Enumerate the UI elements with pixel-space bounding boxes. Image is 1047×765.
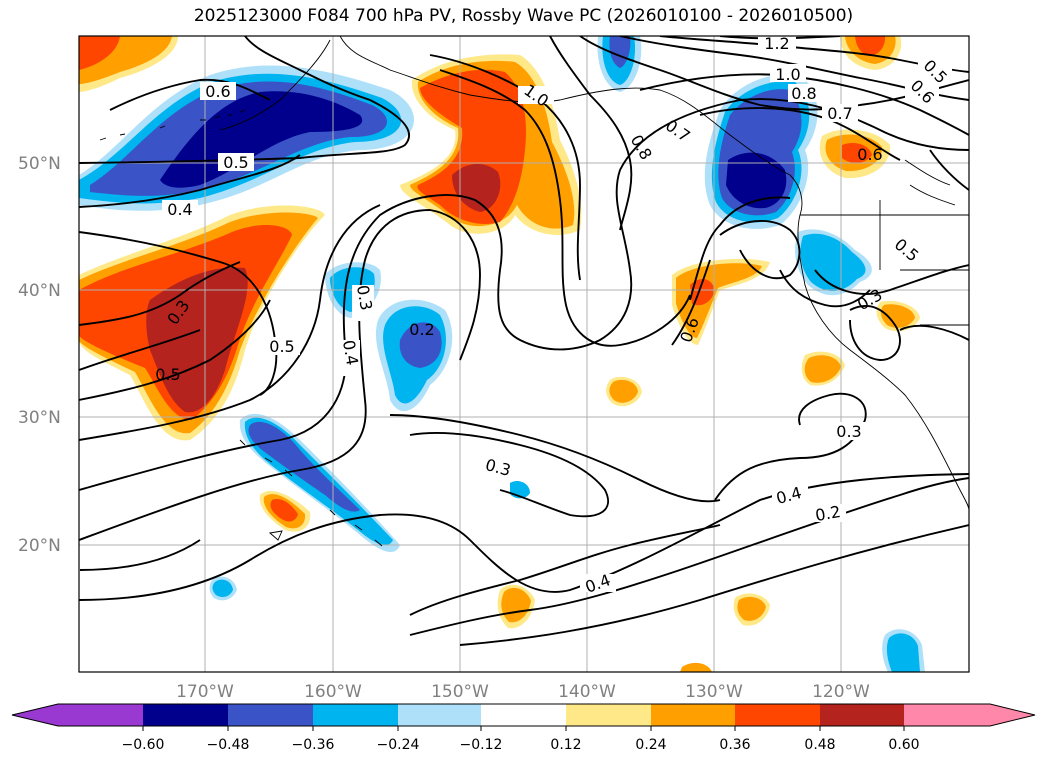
colorbar-swatch	[228, 704, 313, 726]
colorbar-swatch	[313, 704, 398, 726]
contour-label: 0.8	[627, 131, 656, 163]
colorbar-tick-label: −0.60	[122, 737, 165, 753]
contour-label: 0.2	[409, 320, 434, 339]
colorbar-swatch	[143, 704, 228, 726]
contour-label: 0.6	[857, 145, 882, 164]
colorbar-tick-label: −0.24	[377, 737, 420, 753]
contour-label: 0.5	[155, 365, 180, 384]
contour-label: 1.2	[764, 34, 789, 53]
colorbar-tick-label: 0.36	[719, 737, 750, 753]
contour-label: 0.7	[662, 116, 694, 146]
contour-label: 0.8	[791, 84, 816, 103]
colorbar-swatch	[566, 704, 651, 726]
figure-title: 2025123000 F084 700 hPa PV, Rossby Wave …	[193, 6, 854, 26]
positive-anomaly-central	[79, 205, 325, 441]
latitude-labels: 50°N 40°N 30°N 20°N	[18, 154, 61, 556]
contour-label: 0.4	[167, 200, 192, 219]
colorbar-extend-low	[12, 704, 143, 726]
lat-label: 40°N	[18, 281, 61, 301]
contour-label: 0.5	[223, 153, 248, 172]
contour-label: 0.7	[827, 104, 852, 123]
colorbar-outline	[11, 703, 1036, 727]
lon-label: 140°W	[558, 682, 616, 702]
minor-anomaly-blobs	[79, 36, 925, 672]
colorbar-tick-label: 0.12	[550, 737, 581, 753]
positive-anomaly-gulf	[400, 54, 582, 235]
graticule	[79, 36, 969, 672]
lon-label: 150°W	[431, 682, 489, 702]
colorbar-swatch	[398, 704, 481, 726]
contour-label: 0.5	[269, 337, 294, 356]
longitude-labels: 170°W 160°W 150°W 140°W 130°W 120°W	[176, 682, 870, 702]
lat-label: 20°N	[18, 536, 61, 556]
shaded-anomaly-layer	[79, 36, 925, 672]
lon-label: 120°W	[812, 682, 870, 702]
map-frame	[78, 35, 970, 673]
colorbar-tick-label: −0.48	[207, 737, 250, 753]
lat-label: 50°N	[18, 154, 61, 174]
colorbar-tick-label: 0.60	[888, 737, 919, 753]
colorbar-swatch	[481, 704, 566, 726]
negative-anomaly-bc	[704, 74, 818, 229]
contour-label: 0.2	[814, 502, 842, 525]
lat-label: 30°N	[18, 408, 61, 428]
contour-label: 1.0	[775, 65, 800, 84]
colorbar-tick-label: −0.12	[460, 737, 503, 753]
negative-anomaly-aleutian	[79, 65, 414, 211]
colorbar-tick-label: 0.24	[635, 737, 666, 753]
colorbar-swatch	[735, 704, 820, 726]
contour-label: 0.5	[891, 235, 923, 266]
colorbar-swatch	[651, 704, 735, 726]
contour-label: 0.4	[339, 339, 362, 367]
colorbar-tick-label: −0.36	[292, 737, 335, 753]
colorbar-swatch	[820, 704, 904, 726]
colorbar-tick-label: 0.48	[804, 737, 835, 753]
contour-label: 0.6	[205, 82, 230, 101]
colorbar-extend-high	[904, 704, 1035, 726]
lon-label: 130°W	[685, 682, 743, 702]
lon-label: 160°W	[304, 682, 362, 702]
colorbar: −0.60 −0.48 −0.36 −0.24 −0.12 0.12 0.24 …	[11, 703, 1036, 753]
contour-label: 0.3	[836, 422, 861, 441]
contour-label: 0.3	[353, 284, 376, 312]
lon-label: 170°W	[176, 682, 234, 702]
